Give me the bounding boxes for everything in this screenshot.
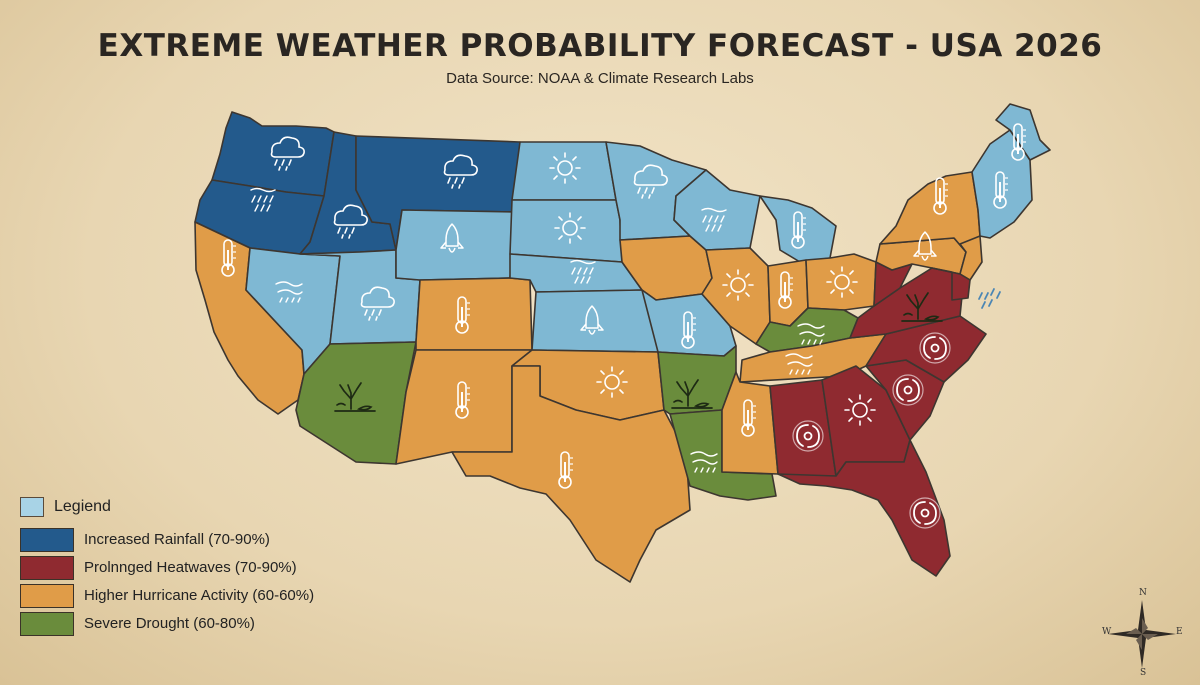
- compass-n: N: [1139, 588, 1147, 598]
- state-ohio: [805, 253, 877, 311]
- compass-e: E: [1176, 627, 1183, 637]
- legend-swatch: [20, 527, 74, 552]
- legend-label: Severe Drought (60-80%): [84, 615, 255, 632]
- state-texas: [451, 365, 691, 583]
- state-maryland-delaware: [931, 267, 971, 301]
- state-florida: [777, 439, 951, 577]
- legend-header: Legiend: [20, 495, 360, 519]
- compass-star-icon: [1108, 600, 1176, 668]
- legend-label: Increased Rainfall (70-90%): [84, 531, 270, 548]
- legend-item: Higher Hurricane Activity (60-60%): [20, 583, 360, 608]
- state-wyoming: [395, 209, 517, 281]
- state-new-england: [971, 129, 1033, 239]
- compass-rose: N S E W: [1100, 588, 1184, 678]
- state-kansas: [531, 289, 659, 353]
- legend-label: Higher Hurricane Activity (60-60%): [84, 587, 315, 604]
- state-arizona: [295, 341, 417, 465]
- legend-swatch: [20, 611, 74, 636]
- state-north-dakota: [511, 141, 617, 201]
- state-north-carolina: [865, 315, 987, 383]
- legend-title-swatch: [20, 497, 44, 517]
- legend-swatch: [20, 583, 74, 608]
- map-subtitle: Data Source: NOAA & Climate Research Lab…: [446, 70, 754, 87]
- legend-swatch: [20, 555, 74, 580]
- compass-s: S: [1140, 668, 1147, 678]
- state-colorado: [415, 277, 533, 351]
- legend-label: Prolnnged Heatwaves (70-90%): [84, 559, 297, 576]
- legend-title: Legiend: [54, 498, 111, 515]
- state-south-dakota: [509, 199, 623, 263]
- map-title: EXTREME WEATHER PROBABILITY FORECAST - U…: [97, 28, 1103, 64]
- compass-w: W: [1102, 627, 1112, 637]
- legend: Legiend Increased Rainfall (70-90%) Proln…: [20, 495, 360, 639]
- coastal-rain-marks: [978, 288, 1001, 309]
- legend-item: Prolnnged Heatwaves (70-90%): [20, 555, 360, 580]
- legend-item: Increased Rainfall (70-90%): [20, 527, 360, 552]
- legend-item: Severe Drought (60-80%): [20, 611, 360, 636]
